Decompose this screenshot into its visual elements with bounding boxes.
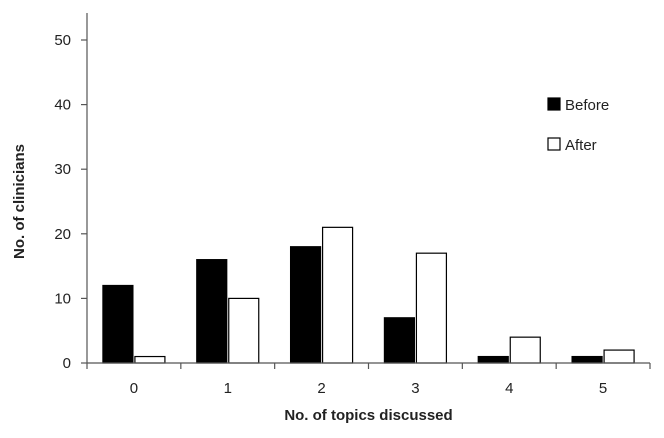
x-tick-label: 0 bbox=[130, 380, 138, 397]
legend-swatch-after bbox=[547, 137, 561, 151]
bar-after-5 bbox=[603, 349, 635, 364]
legend-label-before: Before bbox=[565, 97, 609, 114]
y-tick-label: 50 bbox=[54, 32, 71, 49]
bar-after-3 bbox=[415, 252, 448, 364]
bar-before-2 bbox=[289, 246, 322, 364]
bar-after-2 bbox=[321, 226, 354, 364]
bar-after-0 bbox=[134, 355, 166, 364]
y-tick-label: 30 bbox=[54, 161, 71, 178]
bar-before-0 bbox=[102, 284, 134, 364]
bar-after-1 bbox=[228, 297, 260, 364]
x-axis-title: No. of topics discussed bbox=[284, 407, 452, 424]
y-tick-label: 40 bbox=[54, 97, 71, 114]
x-tick-label: 5 bbox=[599, 380, 607, 397]
bars-layer bbox=[102, 226, 635, 364]
bar-before-1 bbox=[196, 259, 228, 364]
bar-before-5 bbox=[571, 355, 603, 364]
bar-before-3 bbox=[383, 317, 416, 364]
x-tick-label: 4 bbox=[505, 380, 513, 397]
bar-before-4 bbox=[477, 355, 509, 364]
y-tick-label: 0 bbox=[63, 355, 71, 372]
legend-swatch-before bbox=[547, 97, 561, 111]
x-tick-label: 1 bbox=[224, 380, 232, 397]
x-tick-label: 2 bbox=[317, 380, 325, 397]
y-tick-label: 20 bbox=[54, 226, 71, 243]
bar-after-4 bbox=[509, 336, 541, 364]
x-tick-label: 3 bbox=[411, 380, 419, 397]
legend-label-after: After bbox=[565, 137, 597, 154]
ticks-layer: 0 10 20 30 40 50 0 1 2 3 4 5 bbox=[54, 32, 651, 397]
legend: Before After bbox=[547, 97, 609, 154]
y-tick-label: 10 bbox=[54, 290, 71, 307]
y-axis-title: No. of clinicians bbox=[11, 144, 28, 259]
axes-layer bbox=[86, 13, 650, 364]
